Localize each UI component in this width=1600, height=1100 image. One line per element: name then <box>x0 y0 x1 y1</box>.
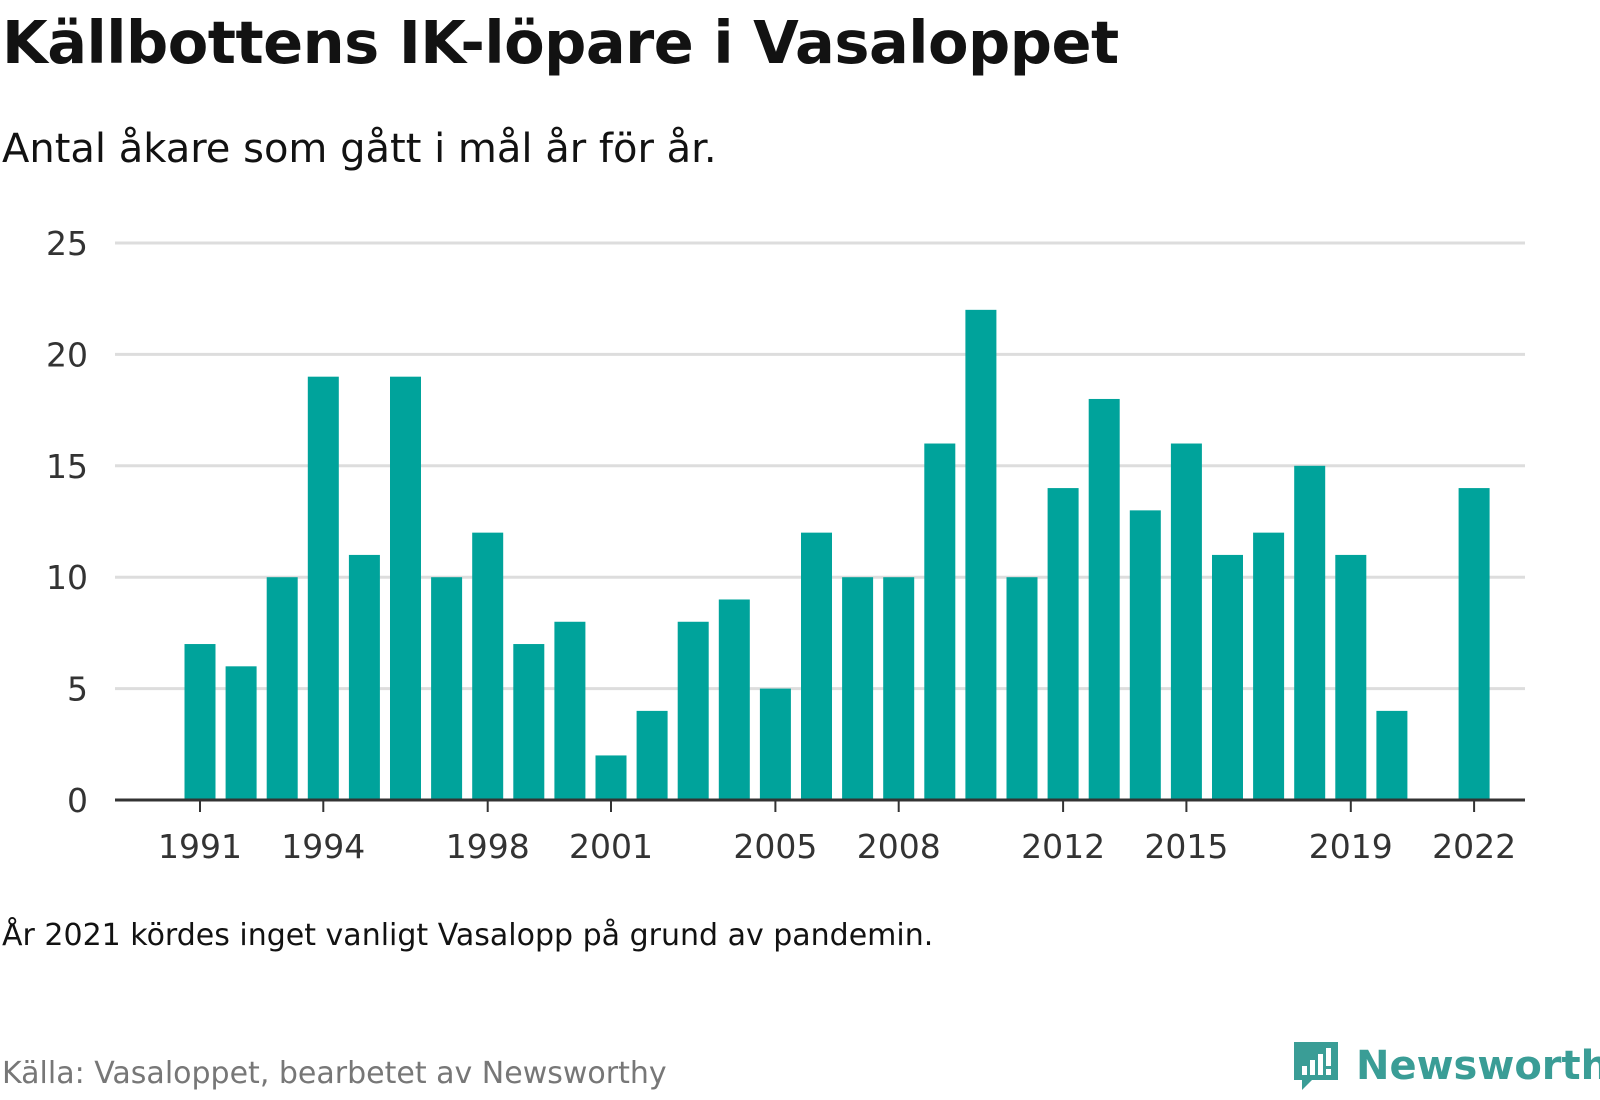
bars <box>184 309 1490 800</box>
bar-2013 <box>1088 398 1120 800</box>
bar-2008 <box>883 577 915 800</box>
x-axis <box>115 798 1525 812</box>
bar-2022 <box>1458 488 1490 800</box>
bar-1993 <box>266 577 298 800</box>
bar-2002 <box>636 710 668 800</box>
x-tick-label: 2015 <box>1144 827 1228 866</box>
brand-name: Newsworthy <box>1356 1043 1600 1089</box>
y-tick-label: 25 <box>46 224 88 263</box>
bar-2004 <box>718 599 750 800</box>
bar-1991 <box>184 644 216 800</box>
bar-2020 <box>1376 710 1408 800</box>
bar-1998 <box>472 532 504 800</box>
bar-2016 <box>1212 554 1243 800</box>
bar-2018 <box>1294 465 1326 800</box>
y-tick-label: 15 <box>46 447 88 486</box>
newsworthy-logo-icon <box>1294 1042 1338 1090</box>
bar-2006 <box>801 532 832 800</box>
bar-2014 <box>1129 510 1161 800</box>
footnote: År 2021 kördes inget vanligt Vasalopp på… <box>2 918 934 953</box>
bar-2005 <box>759 688 791 800</box>
x-tick-label: 2019 <box>1309 827 1393 866</box>
bar-2015 <box>1170 443 1202 800</box>
bar-2010 <box>965 309 997 800</box>
brand-logo: Newsworthy <box>1290 1038 1600 1094</box>
bar-2001 <box>595 755 627 800</box>
bar-1995 <box>348 554 380 800</box>
x-tick-label: 2022 <box>1432 827 1516 866</box>
bar-2003 <box>677 621 709 800</box>
x-tick-labels: 1991 1994 1998 2001 2005 2008 2012 2015 2019 2022 <box>158 827 1516 866</box>
chart-title: Källbottens IK-löpare i Vasaloppet <box>2 8 1119 77</box>
bar-2019 <box>1335 554 1367 800</box>
bar-1996 <box>390 376 421 800</box>
source-text: Källa: Vasaloppet, bearbetet av Newswort… <box>2 1056 667 1091</box>
bar-2017 <box>1253 532 1285 800</box>
bar-2011 <box>1006 577 1038 800</box>
bar-2012 <box>1047 488 1079 800</box>
y-tick-label: 20 <box>46 335 88 374</box>
bar-2000 <box>554 621 586 800</box>
y-tick-label: 10 <box>46 558 88 597</box>
bar-2007 <box>842 577 874 800</box>
x-tick-label: 1994 <box>281 827 365 866</box>
chart-subtitle: Antal åkare som gått i mål år för år. <box>2 126 717 172</box>
bar-chart: 0 5 10 15 20 25 1991 1994 1998 2001 2005 2008 2012 2… <box>46 224 1525 866</box>
bar-1997 <box>431 577 463 800</box>
x-tick-label: 2001 <box>569 827 653 866</box>
bar-1994 <box>307 376 339 800</box>
x-tick-label: 1991 <box>158 827 242 866</box>
y-tick-label: 0 <box>67 781 88 820</box>
x-tick-label: 1998 <box>446 827 530 866</box>
y-tick-label: 5 <box>67 670 88 709</box>
x-tick-label: 2005 <box>733 827 817 866</box>
x-tick-label: 2012 <box>1021 827 1105 866</box>
x-tick-label: 2008 <box>857 827 941 866</box>
y-tick-labels: 0 5 10 15 20 25 <box>46 224 88 820</box>
bar-1992 <box>225 666 257 800</box>
bar-2009 <box>924 443 956 800</box>
bar-1999 <box>513 644 545 800</box>
